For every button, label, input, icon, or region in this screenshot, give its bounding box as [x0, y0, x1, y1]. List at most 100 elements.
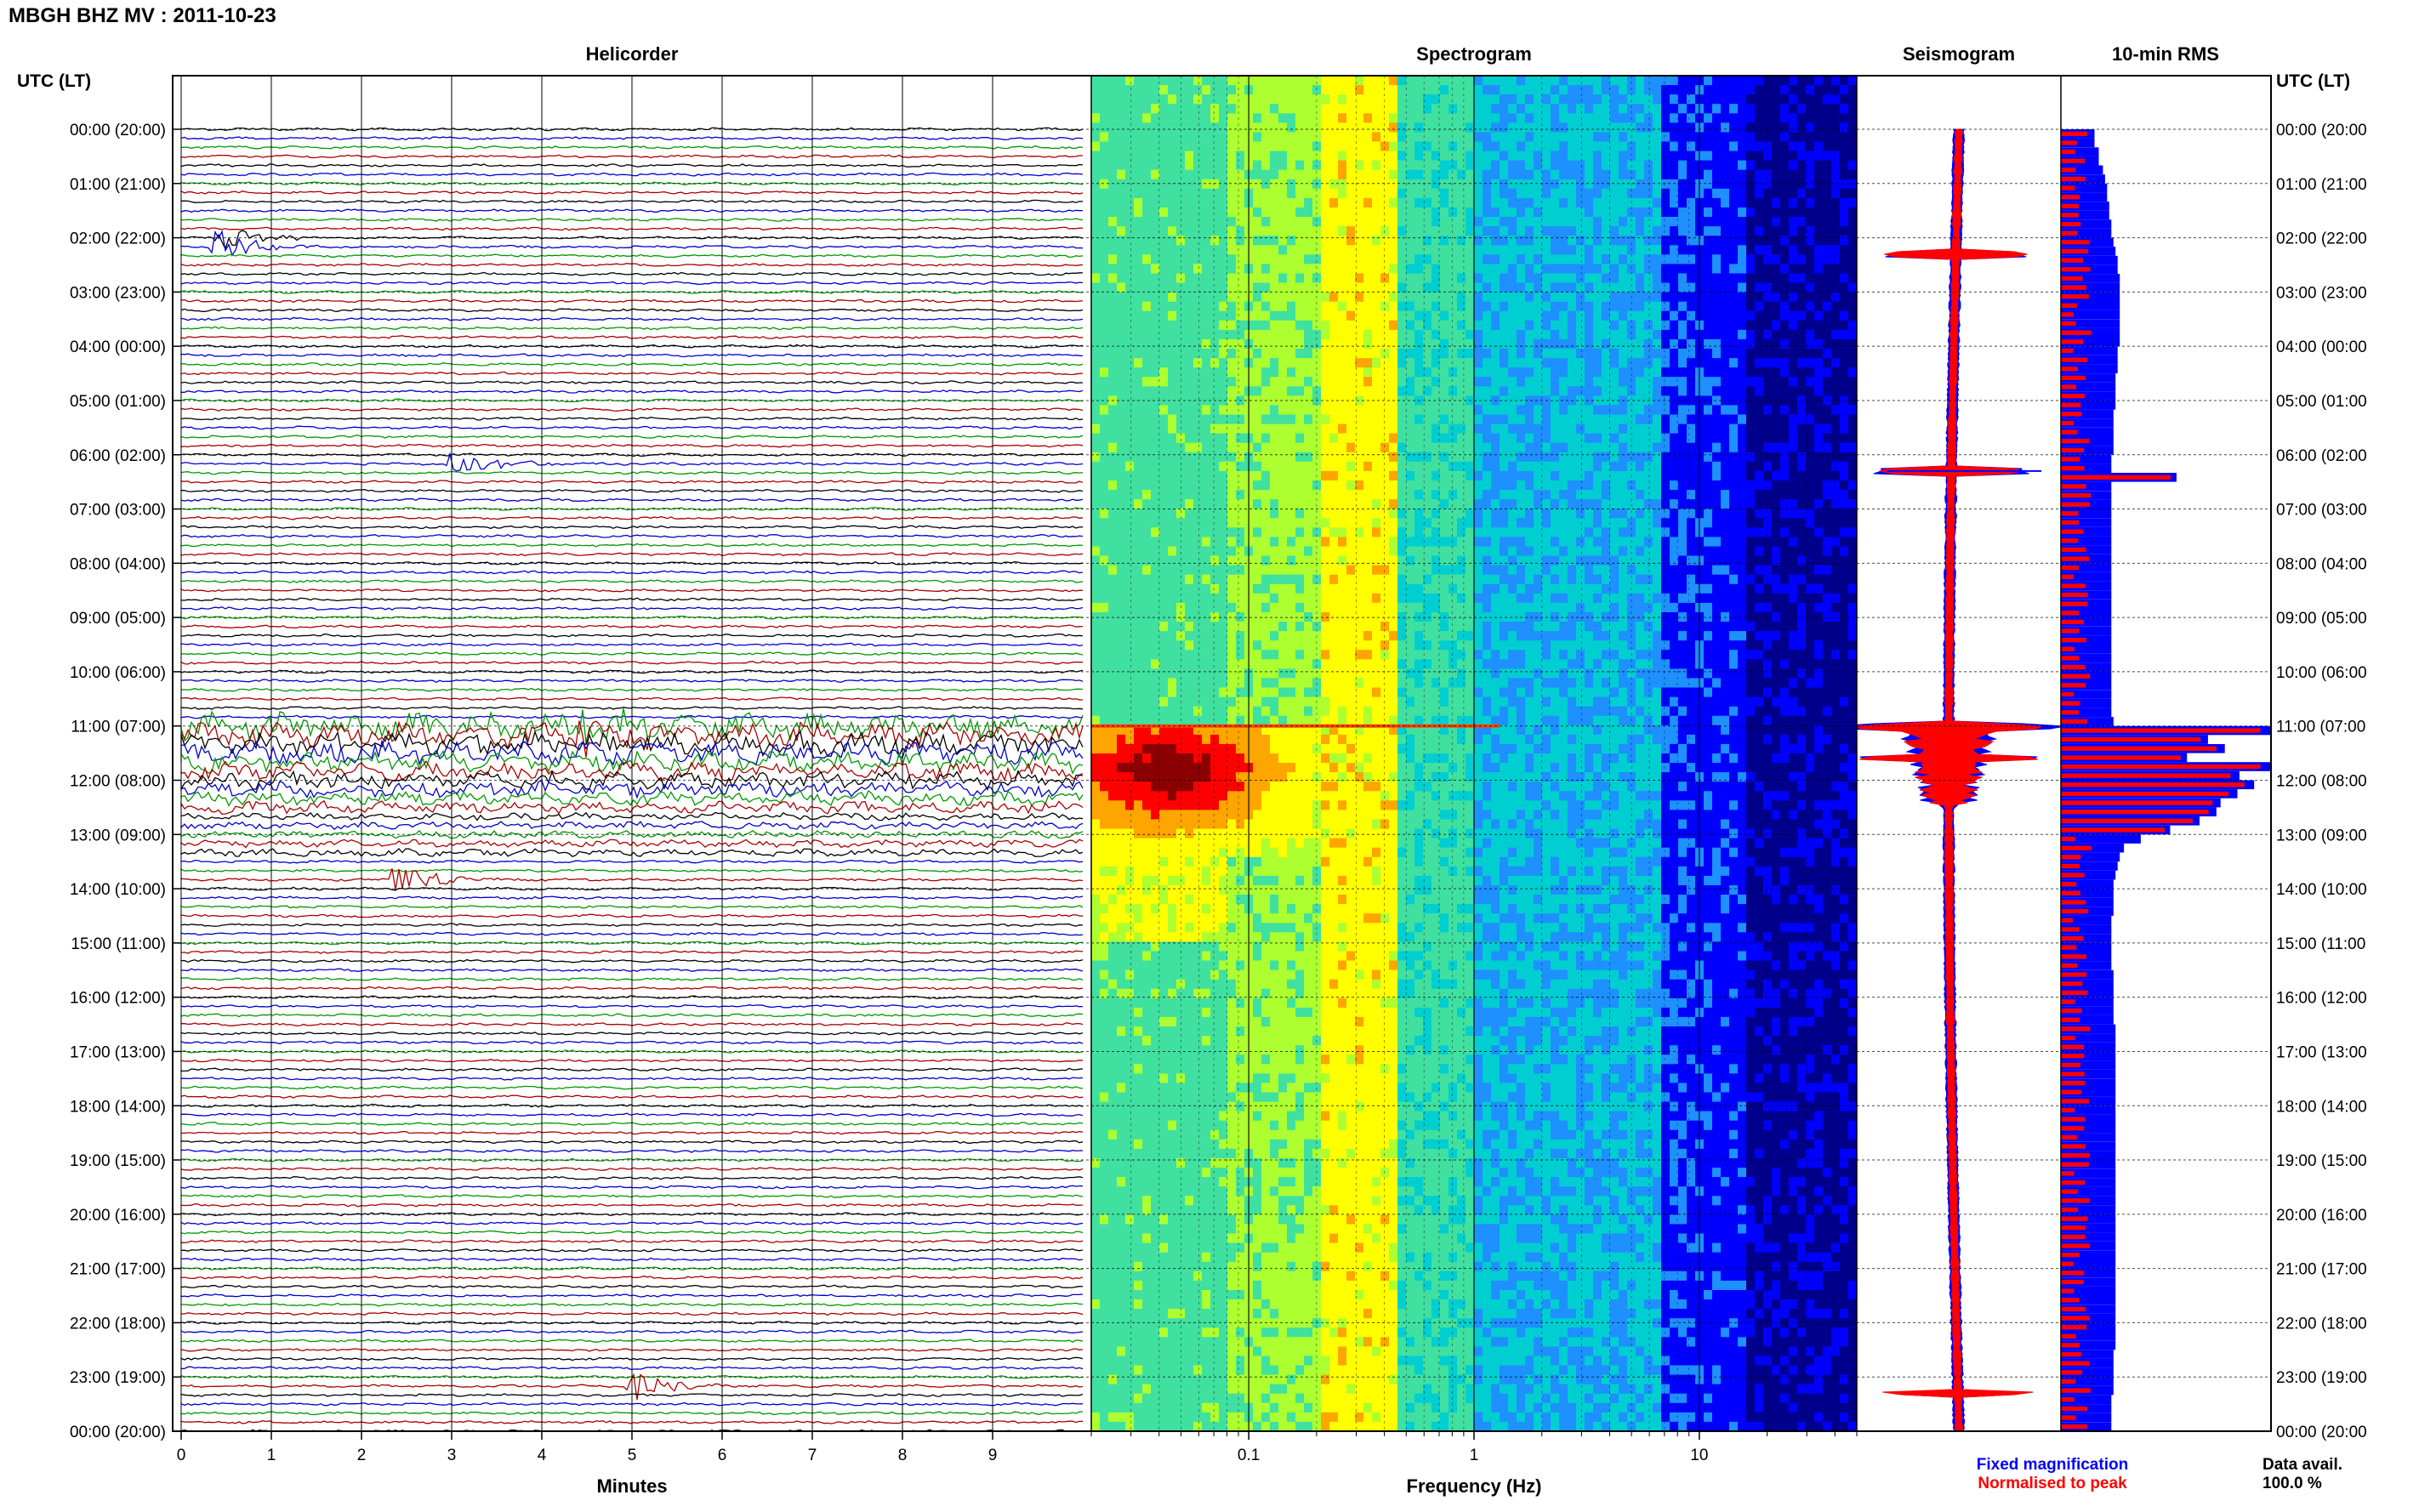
spectrogram-cell — [1449, 547, 1458, 557]
spectrogram-cell — [1151, 349, 1160, 359]
spectrogram-cell — [1534, 94, 1543, 105]
spectrogram-cell — [1772, 566, 1781, 576]
spectrogram-cell — [1338, 254, 1347, 264]
spectrogram-cell — [1585, 547, 1594, 557]
spectrogram-cell — [1108, 113, 1118, 123]
spectrogram-cell — [1542, 85, 1551, 95]
spectrogram-cell — [1253, 339, 1262, 350]
spectrogram-cell — [1159, 480, 1169, 491]
spectrogram-cell — [1142, 302, 1152, 312]
spectrogram-cell — [1346, 434, 1356, 444]
spectrogram-cell — [1483, 170, 1492, 180]
spectrogram-cell — [1236, 471, 1245, 481]
spectrogram-cell — [1372, 537, 1381, 547]
spectrogram-cell — [1449, 434, 1458, 444]
spectrogram-cell — [1278, 76, 1288, 86]
spectrogram-cell — [1108, 556, 1118, 566]
seismogram-title: Seismogram — [1903, 43, 2015, 65]
spectrogram-cell — [1797, 509, 1807, 519]
spectrogram-cell — [1568, 274, 1577, 284]
spectrogram-cell — [1466, 236, 1475, 246]
spectrogram-cell — [1236, 424, 1245, 435]
spectrogram-cell — [1312, 198, 1322, 208]
spectrogram-cell — [1500, 179, 1509, 190]
spectrogram-cell — [1474, 254, 1483, 264]
spectrogram-cell — [1168, 113, 1177, 123]
spectrogram-cell — [1661, 527, 1671, 537]
spectrogram-cell — [1534, 367, 1543, 378]
spectrogram-cell — [1610, 367, 1619, 378]
spectrogram-cell — [1542, 462, 1551, 472]
spectrogram-cell — [1593, 264, 1602, 274]
spectrogram-cell — [1321, 283, 1330, 293]
spectrogram-cell — [1593, 499, 1602, 509]
spectrogram-cell — [1406, 161, 1415, 171]
spectrogram-cell — [1780, 566, 1790, 576]
spectrogram-cell — [1534, 76, 1543, 86]
spectrogram-cell — [1142, 254, 1152, 264]
spectrogram-cell — [1823, 349, 1832, 359]
spectrogram-cell — [1227, 132, 1237, 142]
spectrogram-cell — [1772, 170, 1781, 180]
spectrogram-cell — [1159, 527, 1169, 537]
spectrogram-cell — [1406, 179, 1415, 190]
spectrogram-cell — [1338, 293, 1347, 303]
spectrogram-cell — [1491, 236, 1500, 246]
spectrogram-cell — [1100, 189, 1109, 199]
spectrogram-cell — [1483, 311, 1492, 321]
spectrogram-cell — [1372, 547, 1381, 557]
spectrogram-cell — [1636, 245, 1645, 255]
spectrogram-cell — [1236, 104, 1245, 114]
spectrogram-cell — [1151, 85, 1160, 95]
spectrogram-cell — [1848, 85, 1858, 95]
spectrogram-cell — [1551, 386, 1560, 396]
spectrogram-cell — [1797, 499, 1807, 509]
spectrogram-cell — [1848, 518, 1858, 528]
spectrogram-cell — [1644, 302, 1653, 312]
spectrogram-cell — [1619, 556, 1628, 566]
spectrogram-cell — [1738, 179, 1747, 190]
spectrogram-cell — [1363, 122, 1373, 133]
spectrogram-cell — [1508, 547, 1517, 557]
spectrogram-cell — [1380, 104, 1390, 114]
spectrogram-cell — [1142, 377, 1152, 387]
spectrogram-cell — [1831, 189, 1841, 199]
spectrogram-cell — [1738, 189, 1747, 199]
spectrogram-cell — [1619, 377, 1628, 387]
spectrogram-cell — [1389, 462, 1398, 472]
spectrogram-cell — [1763, 245, 1773, 255]
spectrogram-cell — [1414, 349, 1424, 359]
spectrogram-cell — [1414, 339, 1424, 350]
spectrogram-cell — [1848, 170, 1858, 180]
spectrogram-cell — [1219, 480, 1228, 491]
spectrogram-cell — [1644, 471, 1653, 481]
spectrogram-cell — [1738, 547, 1747, 557]
spectrogram-cell — [1287, 132, 1296, 142]
spectrogram-cell — [1491, 161, 1500, 171]
spectrogram-cell — [1159, 254, 1169, 264]
spectrogram-cell — [1517, 575, 1526, 585]
spectrogram-cell — [1219, 509, 1228, 519]
spectrogram-cell — [1125, 518, 1135, 528]
spectrogram-cell — [1440, 584, 1449, 594]
spectrogram-cell — [1687, 321, 1696, 331]
spectrogram-cell — [1831, 207, 1841, 218]
spectrogram-cell — [1389, 245, 1398, 255]
spectrogram-cell — [1168, 452, 1177, 463]
spectrogram-cell — [1704, 198, 1713, 208]
spectrogram-cell — [1193, 518, 1203, 528]
spectrogram-cell — [1168, 575, 1177, 585]
spectrogram-cell — [1278, 405, 1288, 415]
spectrogram-cell — [1729, 122, 1739, 133]
spectrogram-cell — [1270, 113, 1279, 123]
spectrogram-cell — [1185, 283, 1194, 293]
spectrogram-cell — [1346, 122, 1356, 133]
spectrogram-cell — [1134, 142, 1143, 152]
spectrogram-cell — [1534, 556, 1543, 566]
spectrogram-cell — [1593, 122, 1602, 133]
spectrogram-cell — [1406, 122, 1415, 133]
spectrogram-cell — [1380, 575, 1390, 585]
spectrogram-cell — [1321, 358, 1330, 368]
spectrogram-cell — [1576, 321, 1585, 331]
spectrogram-cell — [1568, 490, 1577, 500]
